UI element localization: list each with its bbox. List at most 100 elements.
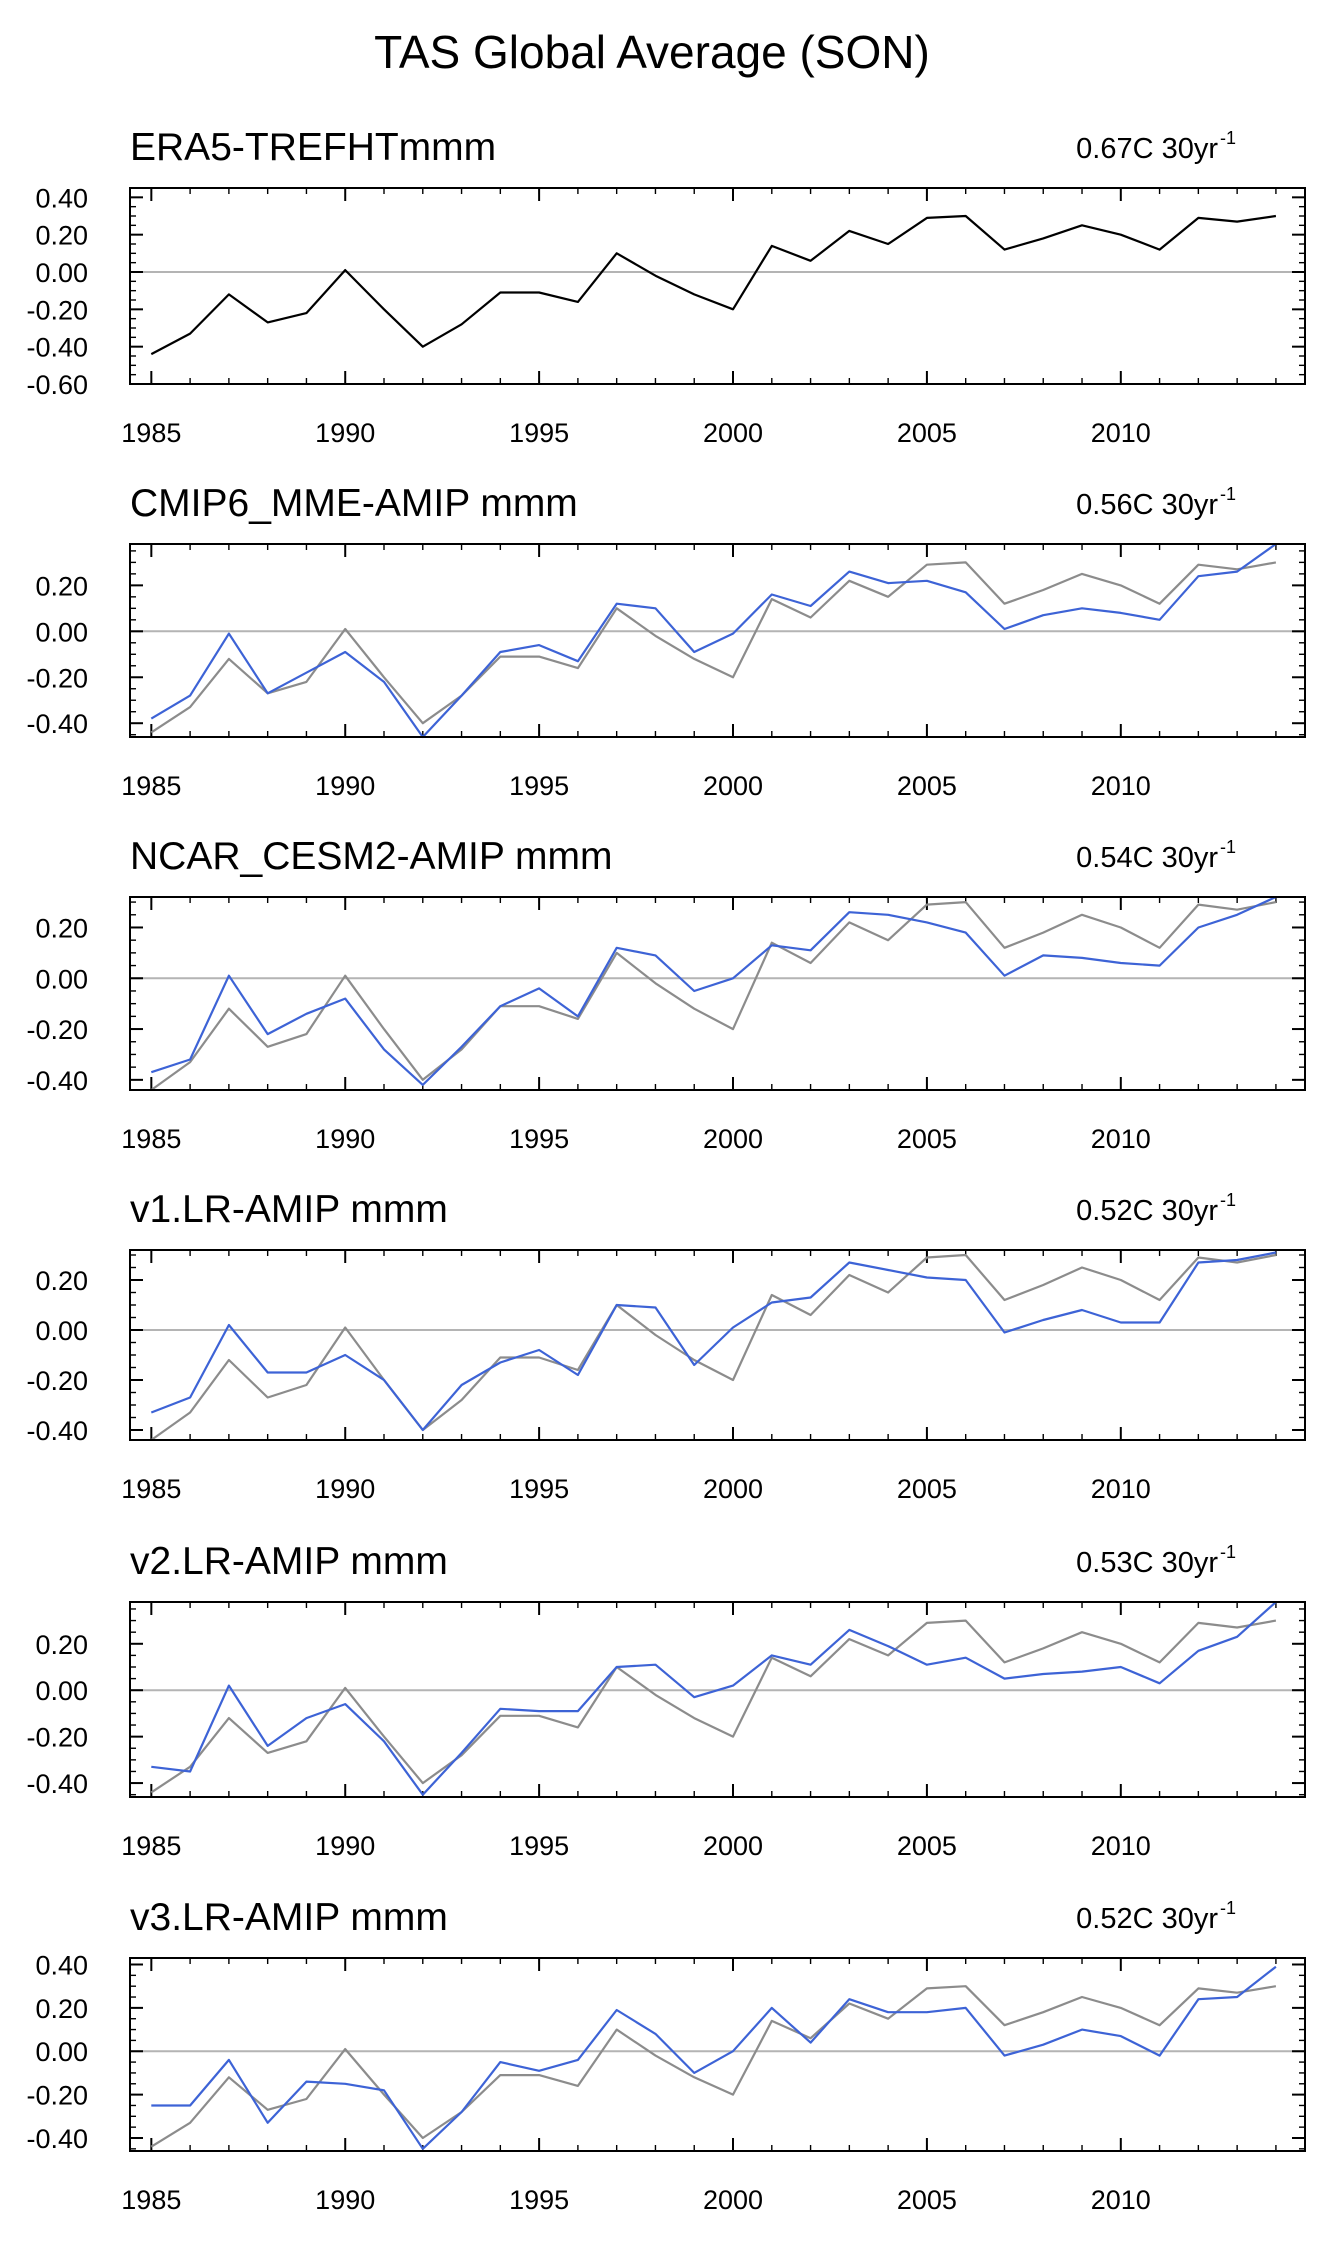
- x-tick-label: 2005: [897, 1124, 957, 1154]
- trend-label: 0.54C 30yr: [1076, 842, 1218, 874]
- trend-superscript: -1: [1220, 128, 1236, 148]
- y-tick-label: 0.00: [35, 2037, 88, 2067]
- y-tick-label: 0.20: [35, 571, 88, 601]
- x-tick-label: 2000: [703, 2185, 763, 2215]
- x-tick-label: 2005: [897, 1474, 957, 1504]
- y-tick-label: -0.40: [26, 1416, 88, 1446]
- x-tick-label: 1995: [509, 2185, 569, 2215]
- panel-5: v2.LR-AMIP mmm 0.53C 30yr -1 0.20 0.00 -0.20 -…: [26, 1540, 1306, 1861]
- series-line-ERA5-TREFHT: [150, 1619, 1277, 1794]
- trend-label: 0.67C 30yr: [1076, 133, 1218, 165]
- series-line-ERA5-TREFHT: [150, 900, 1277, 1091]
- y-tick-label: -0.40: [26, 333, 88, 363]
- panel-1: ERA5-TREFHTmmm 0.67C 30yr -1 0.40 0.20 0.00 -0…: [26, 126, 1306, 448]
- panel-3: NCAR_CESM2-AMIP mmm 0.54C 30yr -1 0.20 0.00 -…: [26, 835, 1306, 1154]
- series-line-ERA5-TREFHT: [150, 1253, 1277, 1441]
- x-tick-label: 1985: [121, 1831, 181, 1861]
- y-tick-label: -0.20: [26, 1015, 88, 1045]
- y-tick-label: -0.40: [26, 1769, 88, 1799]
- x-tick-label: 1995: [509, 1124, 569, 1154]
- plot-frame: [129, 187, 1306, 385]
- panel-title: NCAR_CESM2-AMIP mmm: [130, 835, 613, 878]
- y-tick-label: 0.20: [35, 1630, 88, 1660]
- series-line-ERA5-TREFHT: [150, 214, 1277, 356]
- y-tick-label: -0.40: [26, 709, 88, 739]
- y-tick-label: 0.00: [35, 1316, 88, 1346]
- figure-title: TAS Global Average (SON): [374, 26, 930, 78]
- x-tick-label: 1990: [315, 2185, 375, 2215]
- trend-label: 0.52C 30yr: [1076, 1195, 1218, 1227]
- x-tick-label: 2000: [703, 1124, 763, 1154]
- x-tick-label: 2010: [1091, 418, 1151, 448]
- plot-frame: [129, 1957, 1306, 2152]
- trend-superscript: -1: [1220, 1542, 1236, 1562]
- y-tick-label: 0.00: [35, 964, 88, 994]
- x-tick-label: 2010: [1091, 1474, 1151, 1504]
- x-tick-label: 1985: [121, 1124, 181, 1154]
- y-tick-label: 0.00: [35, 258, 88, 288]
- y-tick-label: -0.20: [26, 295, 88, 325]
- plot-frame: [129, 896, 1306, 1091]
- x-tick-label: 1985: [121, 2185, 181, 2215]
- plot-frame: [129, 543, 1306, 738]
- x-tick-label: 1985: [121, 771, 181, 801]
- x-tick-label: 1985: [121, 1474, 181, 1504]
- series-line-v3.LR-AMIP: [151, 1965, 1277, 2150]
- panel-title: CMIP6_MME-AMIP mmm: [130, 482, 578, 525]
- x-tick-label: 1990: [315, 771, 375, 801]
- plot-frame: [129, 1601, 1306, 1798]
- series-line-ERA5-TREFHT: [150, 561, 1277, 734]
- y-tick-label: 0.20: [35, 913, 88, 943]
- panel-6: v3.LR-AMIP mmm 0.52C 30yr -1 0.40 0.20 0.00 -0…: [26, 1896, 1306, 2215]
- panel-title: v1.LR-AMIP mmm: [130, 1188, 448, 1231]
- y-tick-label: 0.20: [35, 1994, 88, 2024]
- x-tick-label: 2010: [1091, 771, 1151, 801]
- y-tick-label: 0.40: [35, 183, 88, 213]
- x-tick-label: 2005: [897, 771, 957, 801]
- y-tick-label: 0.00: [35, 1676, 88, 1706]
- y-tick-label: -0.40: [26, 2124, 88, 2154]
- y-tick-label: -0.20: [26, 1723, 88, 1753]
- y-tick-label: 0.00: [35, 617, 88, 647]
- x-tick-label: 2005: [897, 2185, 957, 2215]
- x-tick-label: 2005: [897, 1831, 957, 1861]
- x-tick-label: 2000: [703, 418, 763, 448]
- x-tick-label: 1995: [509, 1831, 569, 1861]
- x-tick-label: 1990: [315, 418, 375, 448]
- plot-frame: [129, 1249, 1306, 1441]
- y-tick-label: 0.20: [35, 1266, 88, 1296]
- x-tick-label: 2000: [703, 1474, 763, 1504]
- panel-title: v2.LR-AMIP mmm: [130, 1540, 448, 1583]
- x-tick-label: 2005: [897, 418, 957, 448]
- x-tick-label: 2000: [703, 771, 763, 801]
- x-tick-label: 1995: [509, 418, 569, 448]
- series-line-v1.LR-AMIP: [150, 1251, 1277, 1432]
- trend-label: 0.56C 30yr: [1076, 489, 1218, 521]
- x-tick-label: 1995: [509, 1474, 569, 1504]
- y-tick-label: 0.20: [35, 221, 88, 251]
- series-line-CMIP6_MME-AMIP: [150, 543, 1277, 739]
- series-line-v2.LR-AMIP: [151, 1601, 1277, 1796]
- trend-label: 0.52C 30yr: [1076, 1903, 1218, 1935]
- trend-superscript: -1: [1220, 1898, 1236, 1918]
- x-tick-label: 1985: [121, 418, 181, 448]
- x-tick-label: 2010: [1091, 1124, 1151, 1154]
- x-tick-label: 2000: [703, 1831, 763, 1861]
- x-tick-label: 1990: [315, 1831, 375, 1861]
- x-tick-label: 1990: [315, 1474, 375, 1504]
- y-tick-label: -0.20: [26, 1366, 88, 1396]
- y-tick-label: 0.40: [35, 1951, 88, 1981]
- series-line-ERA5-TREFHT: [150, 1985, 1277, 2148]
- x-tick-label: 1995: [509, 771, 569, 801]
- panel-title: v3.LR-AMIP mmm: [130, 1896, 448, 1939]
- y-tick-label: -0.20: [26, 2081, 88, 2111]
- panel-title: ERA5-TREFHTmmm: [130, 126, 496, 169]
- x-tick-label: 2010: [1091, 1831, 1151, 1861]
- trend-superscript: -1: [1220, 837, 1236, 857]
- y-tick-label: -0.20: [26, 663, 88, 693]
- y-tick-label: -0.40: [26, 1066, 88, 1096]
- trend-label: 0.53C 30yr: [1076, 1547, 1218, 1579]
- panel-4: v1.LR-AMIP mmm 0.52C 30yr -1 0.20 0.00 -0.20 -…: [26, 1188, 1306, 1504]
- x-tick-label: 1990: [315, 1124, 375, 1154]
